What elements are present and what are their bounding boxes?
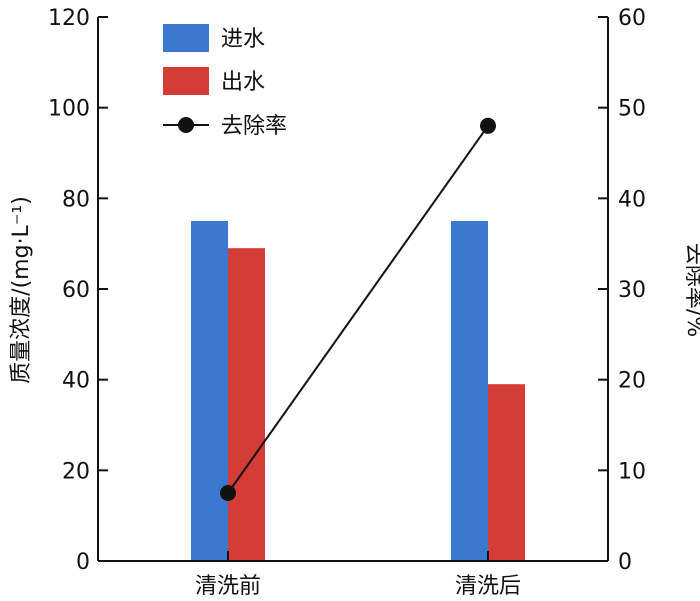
legend-swatch-1 bbox=[163, 67, 209, 95]
removal-rate-point-0 bbox=[220, 485, 236, 501]
y-axis-right-title: 去除率/% bbox=[682, 243, 700, 337]
removal-rate-line bbox=[227, 125, 489, 494]
y-left-tick-label: 20 bbox=[62, 459, 90, 484]
legend-label-0: 进水 bbox=[221, 27, 265, 52]
bar-inflow-0 bbox=[191, 221, 228, 561]
y-left-tick-label: 60 bbox=[62, 278, 90, 303]
bar-outflow-0 bbox=[228, 248, 265, 561]
y-left-tick-label: 0 bbox=[76, 550, 90, 575]
legend-marker bbox=[178, 117, 194, 133]
y-left-tick-label: 80 bbox=[62, 187, 90, 212]
y-left-tick-label: 100 bbox=[48, 97, 90, 122]
removal-rate-point-1 bbox=[480, 117, 496, 134]
plot-area: 0 20 40 60 80 100 120 0 10 20 30 40 50 60 清洗前 清洗后 进水出水去除… bbox=[48, 6, 646, 599]
bar-outflow-1 bbox=[488, 384, 525, 561]
y-right-tick-label: 40 bbox=[618, 187, 646, 212]
legend-swatch-0 bbox=[163, 24, 209, 52]
bar-inflow-1 bbox=[451, 221, 488, 561]
y-left-tick-label: 40 bbox=[62, 369, 90, 394]
x-category-label: 清洗前 bbox=[195, 574, 261, 599]
legend-label-1: 出水 bbox=[221, 70, 265, 95]
y-right-tick-label: 50 bbox=[618, 97, 646, 122]
y-right-tick-label: 60 bbox=[618, 6, 646, 31]
y-left-tick-label: 120 bbox=[48, 6, 90, 31]
y-right-tick-label: 30 bbox=[618, 278, 646, 303]
y-axis-left-title: 质量浓度/(mg·L⁻¹) bbox=[9, 196, 34, 384]
x-category-label: 清洗后 bbox=[455, 574, 521, 599]
y-right-tick-label: 20 bbox=[618, 369, 646, 394]
y-right-tick-label: 0 bbox=[618, 550, 632, 575]
y-right-tick-label: 10 bbox=[618, 459, 646, 484]
legend-label-2: 去除率 bbox=[221, 114, 287, 139]
